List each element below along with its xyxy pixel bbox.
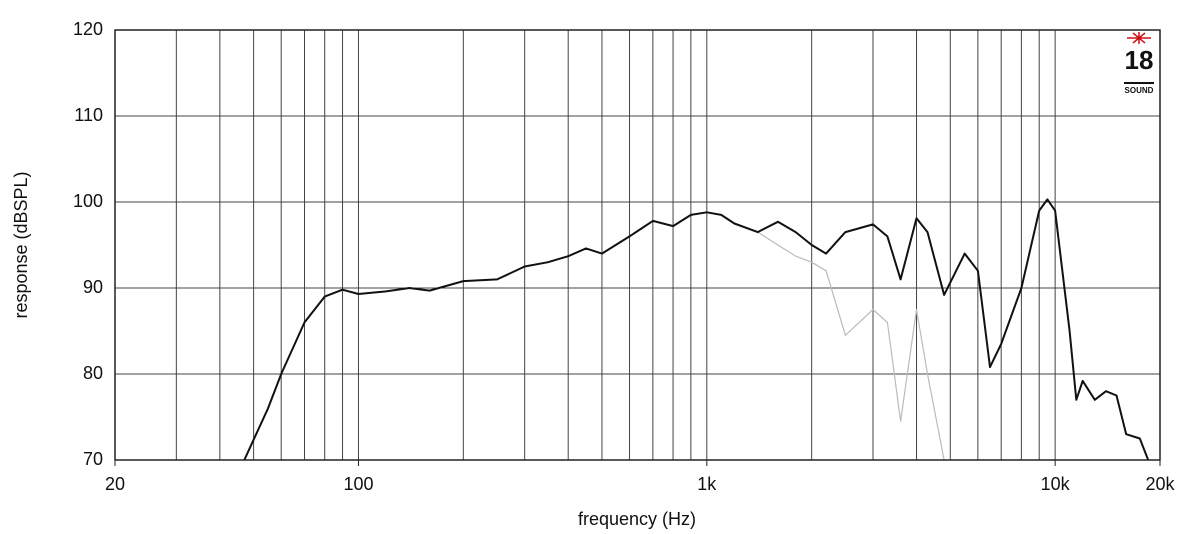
- plot-lines: [243, 198, 1150, 460]
- x-tick-label: 10k: [1041, 474, 1071, 494]
- plot-frame: [114, 29, 1161, 461]
- x-axis-label: frequency (Hz): [578, 509, 696, 529]
- y-tick-label: 70: [83, 449, 103, 469]
- logo-text: 18: [1125, 45, 1154, 75]
- x-tick-label: 20: [105, 474, 125, 494]
- y-tick-label: 80: [83, 363, 103, 383]
- y-tick-label: 100: [73, 191, 103, 211]
- y-tick-label: 110: [74, 105, 103, 125]
- logo-subtext: SOUND: [1125, 86, 1154, 95]
- y-tick-label: 120: [73, 19, 103, 39]
- logo-star: [1127, 32, 1151, 44]
- response-line: [244, 212, 1021, 460]
- response-line: [243, 198, 1150, 460]
- logo: 18 SOUND: [1125, 45, 1154, 95]
- x-tick-label: 1k: [697, 474, 717, 494]
- x-tick-label: 100: [343, 474, 373, 494]
- y-tick-label: 90: [83, 277, 103, 297]
- x-tick-label: 20k: [1145, 474, 1175, 494]
- y-axis-label: response (dBSPL): [11, 171, 31, 318]
